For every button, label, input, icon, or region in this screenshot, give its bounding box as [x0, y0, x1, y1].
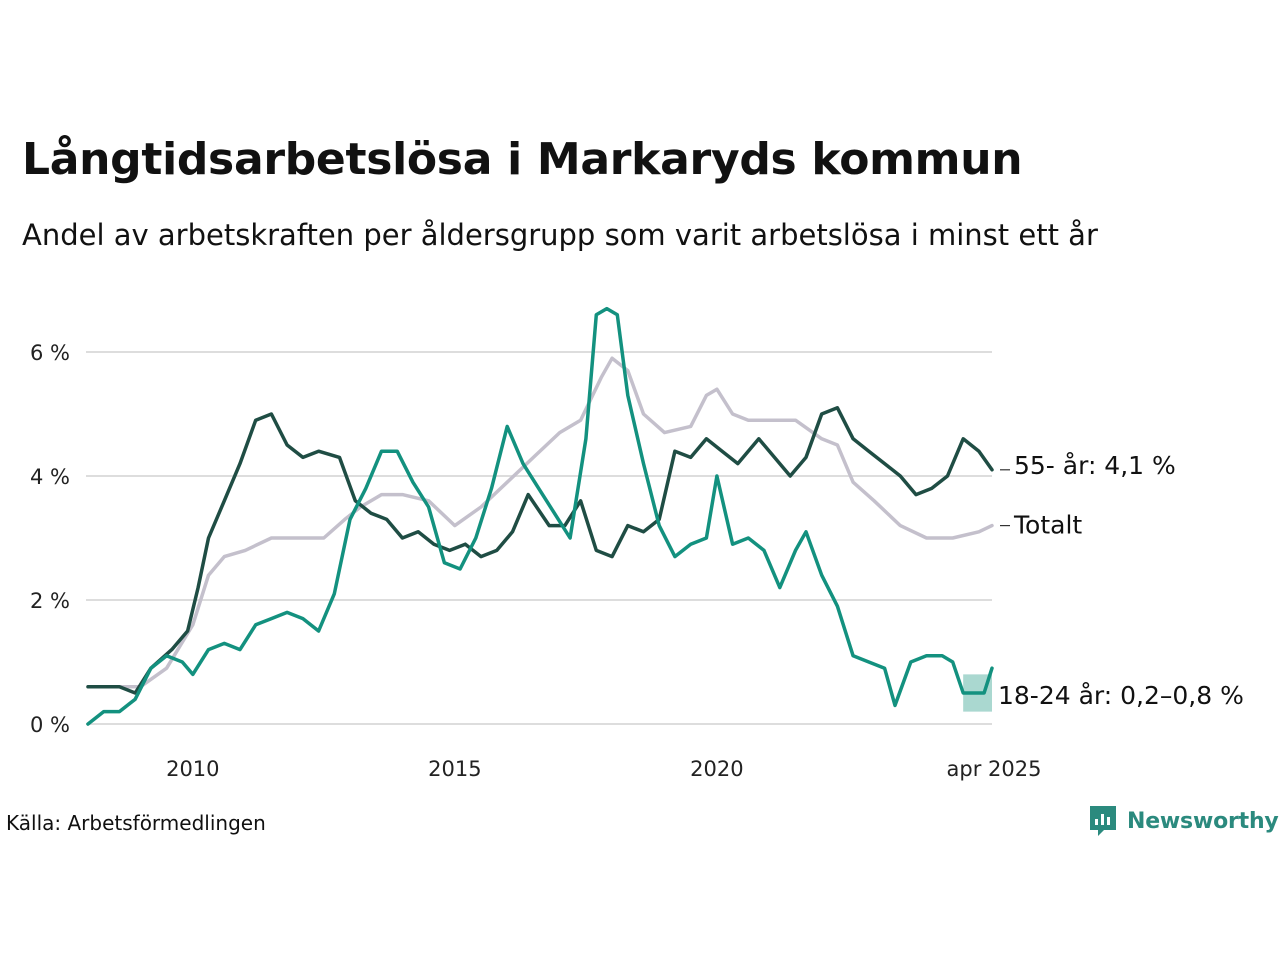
- chart-subtitle: Andel av arbetskraften per åldersgrupp s…: [22, 218, 1098, 252]
- y-tick-label: 0 %: [30, 713, 70, 737]
- x-tick-label: apr 2025: [947, 757, 1042, 781]
- grid-lines: [86, 351, 992, 725]
- y-tick-label: 2 %: [30, 589, 70, 613]
- series-label-18-24-r: 18-24 år: 0,2–0,8 %: [998, 681, 1244, 710]
- x-tick-label: 2010: [166, 757, 219, 781]
- newsworthy-logo: Newsworthy: [1088, 804, 1279, 838]
- series-lines: [86, 306, 994, 726]
- y-tick-label: 4 %: [30, 465, 70, 489]
- series-end-labels: Totalt 55- år: 4,1 % 18-24 år: 0,2–0,8 %: [998, 451, 1244, 710]
- series-label-55-r: 55- år: 4,1 %: [1014, 451, 1176, 480]
- y-axis-tick-labels: 0 % 2 % 4 % 6 %: [30, 341, 70, 737]
- series-line-18-24-r: [86, 306, 994, 726]
- chart-title: Långtidsarbetslösa i Markaryds kommun: [22, 134, 1023, 185]
- x-axis-tick-labels: 2010 2015 2020 apr 2025: [166, 757, 1041, 781]
- series-label-totalt: Totalt: [1013, 511, 1082, 540]
- newsworthy-logo-icon: [1090, 806, 1116, 836]
- series-line-55-r: [86, 406, 994, 695]
- series-line-totalt: [86, 356, 994, 689]
- source-note: Källa: Arbetsförmedlingen: [6, 811, 266, 835]
- x-tick-label: 2020: [690, 757, 743, 781]
- x-tick-label: 2015: [428, 757, 481, 781]
- logo-text: Newsworthy: [1127, 808, 1279, 834]
- y-tick-label: 6 %: [30, 341, 70, 365]
